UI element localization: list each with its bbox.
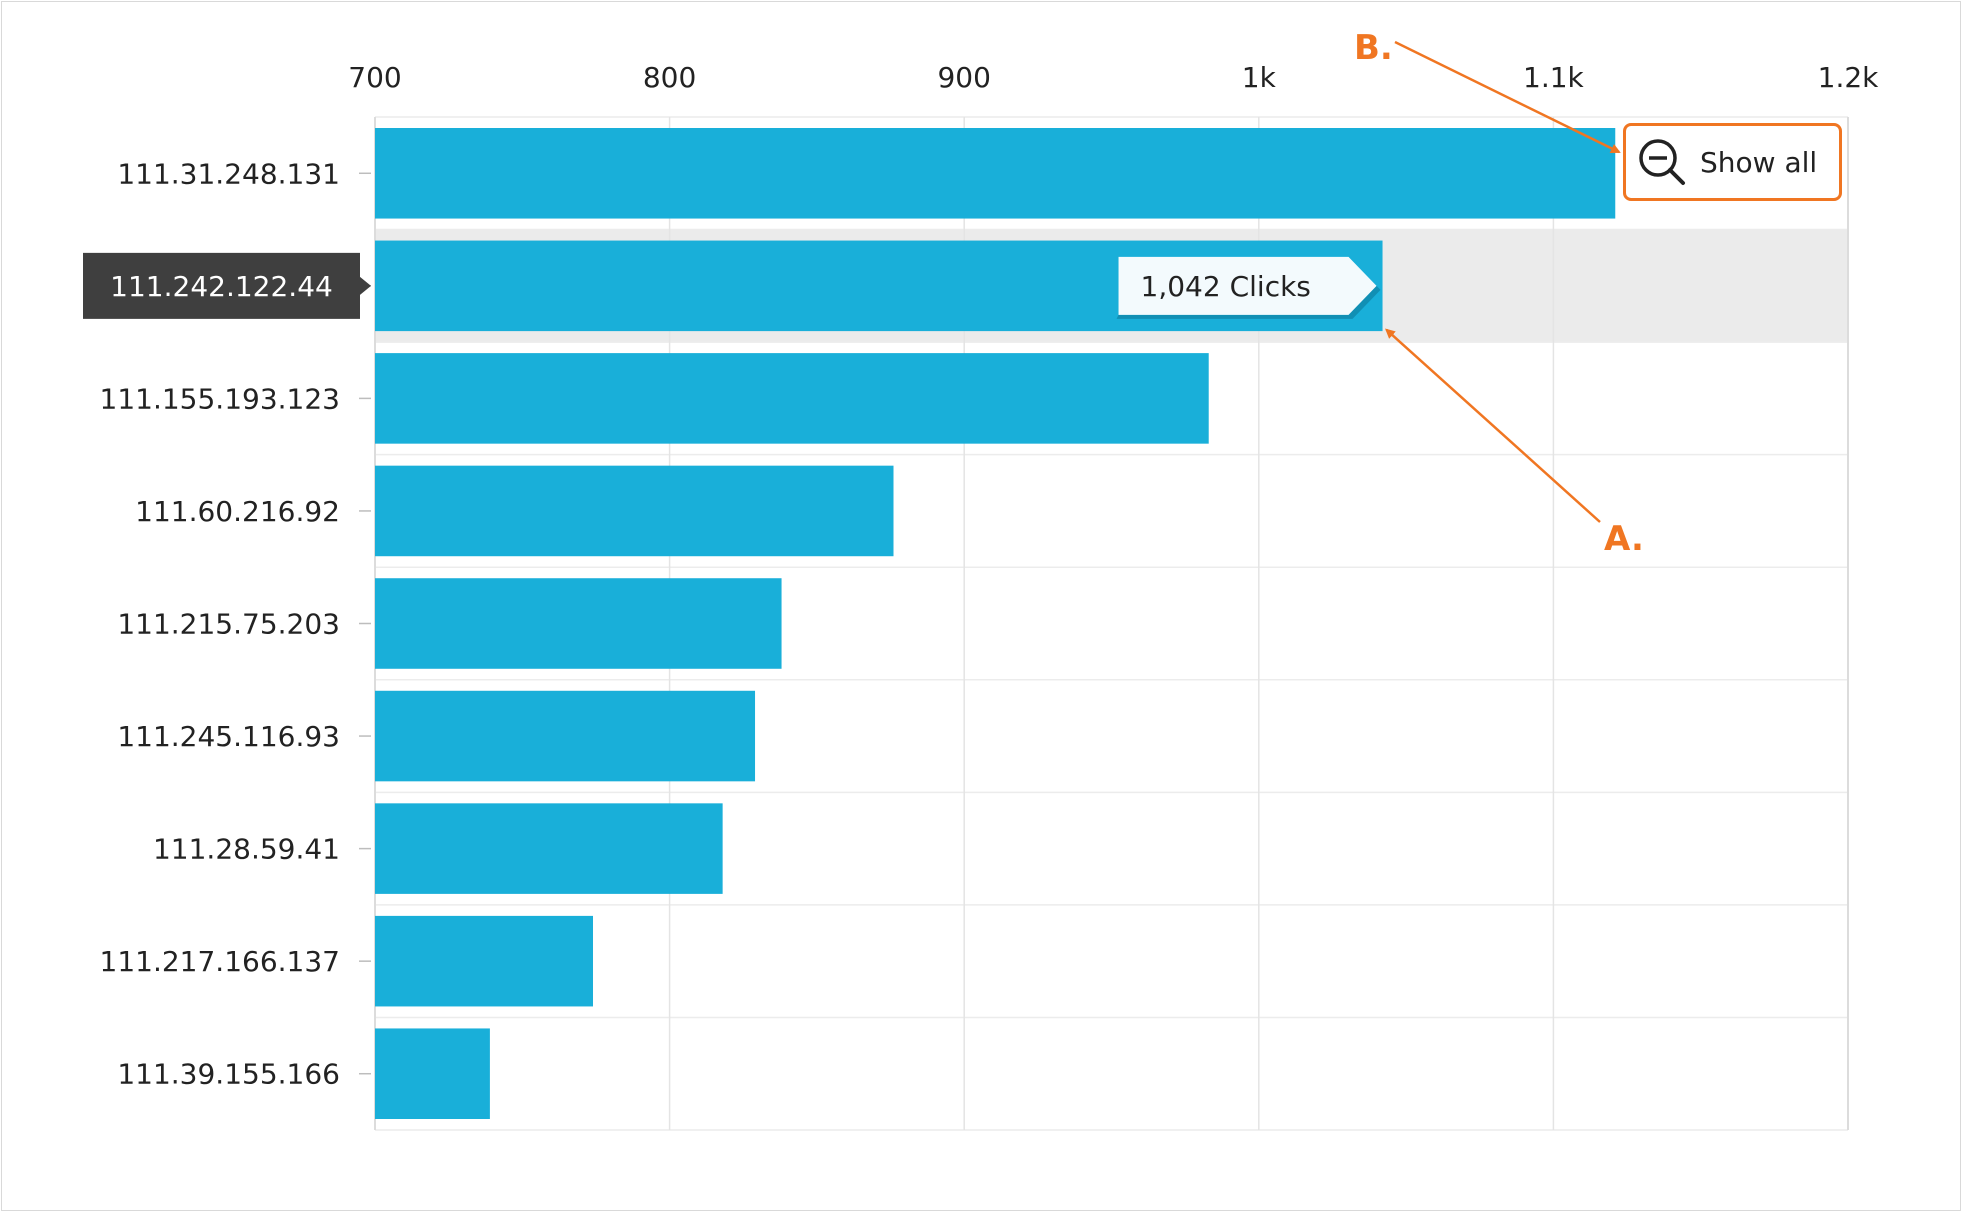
bar[interactable] (375, 128, 1616, 219)
x-tick-label: 1.2k (1818, 61, 1880, 94)
annotation-arrow (1394, 40, 1621, 154)
bar[interactable] (375, 465, 894, 557)
x-tick-label: 1k (1242, 61, 1277, 94)
annotation-label: A. (1604, 519, 1644, 559)
bar[interactable] (375, 353, 1209, 444)
x-tick-label: 1.1k (1523, 61, 1585, 94)
tooltip-box (1118, 256, 1377, 315)
y-tick-label: 111.39.155.166 (117, 1058, 340, 1091)
bar[interactable] (375, 578, 782, 669)
x-tick-label: 700 (348, 61, 401, 94)
bar[interactable] (375, 1028, 490, 1119)
tooltip-shadow (1116, 285, 1381, 319)
bar[interactable] (375, 915, 594, 1007)
show-all-label: Show all (1700, 145, 1818, 179)
y-tick-label: 111.217.166.137 (100, 945, 340, 978)
y-tick-label: 111.31.248.131 (117, 157, 340, 190)
zoom-out-icon (1638, 138, 1686, 186)
x-tick-label: 900 (937, 61, 990, 94)
x-tick-label: 800 (643, 61, 696, 94)
highlighted-category-badge (83, 252, 371, 319)
bar[interactable] (375, 690, 756, 782)
annotation-label: B. (1354, 28, 1393, 68)
y-tick-label: 111.60.216.92 (135, 495, 340, 528)
y-tick-label: 111.242.122.44 (110, 270, 333, 303)
y-tick-label: 111.155.193.123 (100, 382, 340, 415)
bar[interactable] (375, 803, 723, 894)
tooltip-text: 1,042 Clicks (1141, 270, 1311, 303)
y-tick-label: 111.215.75.203 (117, 608, 340, 641)
annotation-arrow (1385, 328, 1601, 523)
y-tick-label: 111.245.116.93 (117, 720, 340, 753)
show-all-button[interactable]: Show all (1623, 123, 1842, 201)
y-tick-label: 111.28.59.41 (153, 833, 340, 866)
